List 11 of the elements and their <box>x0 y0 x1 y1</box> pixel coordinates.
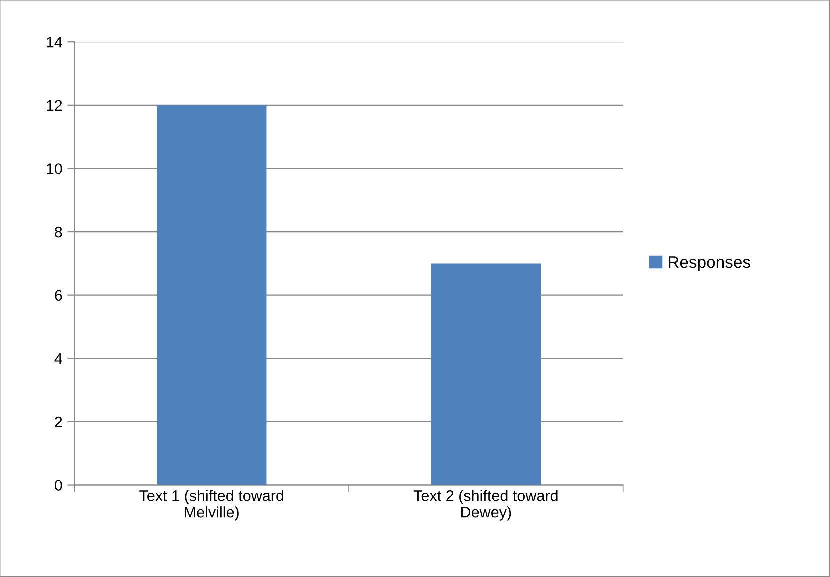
y-tick-label: 12 <box>47 100 62 111</box>
x-tick-label: Text 1 (shifted toward Melville) <box>140 490 284 521</box>
y-tick-label: 8 <box>55 226 62 238</box>
y-tick-label: 14 <box>47 37 62 48</box>
x-tick-label: Text 2 (shifted toward Dewey) <box>414 490 558 521</box>
y-tick-label: 10 <box>47 164 62 174</box>
legend-label: Responses <box>669 256 750 272</box>
y-tick-label: 0 <box>54 480 62 491</box>
y-tick-label: 4 <box>54 354 62 364</box>
y-tick-label: 2 <box>55 416 62 428</box>
y-tick-label: 6 <box>55 290 62 302</box>
